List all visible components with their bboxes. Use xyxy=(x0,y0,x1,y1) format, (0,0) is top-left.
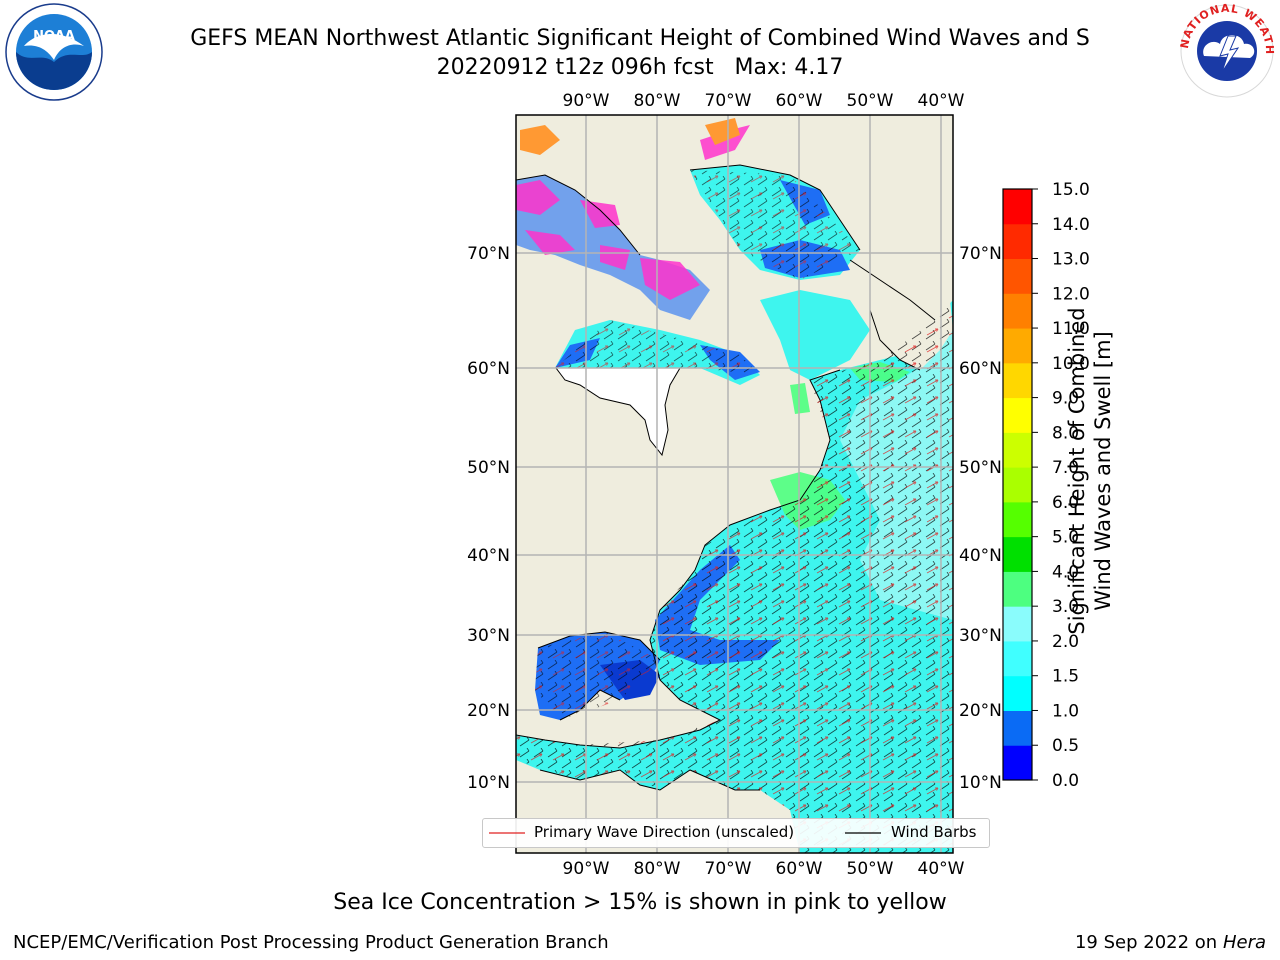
colorbar-tick-label: 13.0 xyxy=(1052,250,1090,270)
colorbar-tick-label: 10.0 xyxy=(1052,354,1090,374)
map-frame xyxy=(515,114,954,854)
lat-labels-left: 70°N 60°N 50°N 40°N 30°N 20°N 10°N xyxy=(467,244,510,793)
lon-label: 40°W xyxy=(918,859,965,879)
wave-legend-swatch xyxy=(489,832,525,834)
colorbar-tick-label: 15.0 xyxy=(1052,180,1090,200)
colorbar-tick-label: 8.0 xyxy=(1052,423,1079,443)
lon-label: 40°W xyxy=(918,91,965,111)
colorbar-segment xyxy=(1003,501,1032,538)
nws-logo: NATIONAL WEATHER SERVICE xyxy=(1176,2,1275,98)
lat-label: 60°N xyxy=(467,359,510,379)
colorbar-tick-label: 0.5 xyxy=(1052,736,1079,756)
credit-branch: NCEP/EMC/Verification Post Processing Pr… xyxy=(13,932,609,953)
lon-label: 90°W xyxy=(563,859,610,879)
lat-label: 20°N xyxy=(467,701,510,721)
wave-legend-label: Primary Wave Direction (unscaled) xyxy=(534,823,795,841)
colorbar-tick-label: 1.0 xyxy=(1052,701,1079,721)
lat-label: 50°N xyxy=(959,458,1002,478)
colorbar-segment xyxy=(1003,745,1032,781)
chart-title: GEFS MEAN Northwest Atlantic Significant… xyxy=(190,26,1090,51)
colorbar-segment xyxy=(1003,536,1032,572)
lat-label: 70°N xyxy=(959,244,1002,264)
legend: Primary Wave Direction (unscaled) Wind B… xyxy=(482,818,990,848)
wave-arrows-basins xyxy=(535,170,860,720)
sea-ice-note: Sea Ice Concentration > 15% is shown in … xyxy=(333,890,947,915)
lon-labels-bottom: 90°W 80°W 70°W 60°W 50°W 40°W xyxy=(563,859,965,879)
lon-label: 80°W xyxy=(634,91,681,111)
noaa-logo-text: NOAA xyxy=(33,29,75,44)
high-waves-labrador xyxy=(790,383,810,414)
colorbar-segment xyxy=(1003,189,1032,225)
colorbar-segment xyxy=(1003,571,1032,607)
labrador-sea xyxy=(760,290,870,380)
map-area xyxy=(516,115,953,853)
colorbar-tick-label: 9.0 xyxy=(1052,389,1079,409)
colorbar-segment xyxy=(1003,397,1032,433)
colorbar-segment xyxy=(1003,640,1032,677)
colorbar: 0.0 0.5 1.0 1.5 2.0 3.0 4.0 5.0 6.0 7.0 8.0 9.0 10.0… xyxy=(1002,180,1090,791)
colorbar-tick-label: 0.0 xyxy=(1052,771,1079,791)
colorbar-tick-label: 3.0 xyxy=(1052,597,1079,617)
colorbar-segment xyxy=(1003,258,1032,294)
lon-label: 50°W xyxy=(847,859,894,879)
colorbar-segment xyxy=(1003,467,1032,503)
lon-label: 90°W xyxy=(563,91,610,111)
colorbar-segment xyxy=(1003,606,1032,642)
lon-label: 60°W xyxy=(776,91,823,111)
lat-label: 10°N xyxy=(959,773,1002,793)
chart-subtitle: 20220912 t12z 096h fcst Max: 4.17 xyxy=(436,55,844,80)
graticule xyxy=(516,115,953,853)
lat-label: 70°N xyxy=(467,244,510,264)
colorbar-segment xyxy=(1003,675,1032,711)
colorbar-tick-label: 2.0 xyxy=(1052,632,1079,652)
colorbar-tick-label: 12.0 xyxy=(1052,284,1090,304)
lat-label: 40°N xyxy=(959,546,1002,566)
ice-high-concentration xyxy=(520,118,740,155)
colorbar-segment xyxy=(1003,293,1032,329)
colorbar-tick-label: 5.0 xyxy=(1052,528,1079,548)
lat-label: 10°N xyxy=(467,773,510,793)
noaa-logo: NOAA xyxy=(5,3,103,101)
colorbar-segment xyxy=(1003,432,1032,468)
colorbar-tick-label: 11.0 xyxy=(1052,319,1090,339)
wave-direction-arrows xyxy=(516,300,953,853)
lat-labels-right: 70°N 60°N 50°N 40°N 30°N 20°N 10°N xyxy=(959,244,1002,793)
credit-machine: Hera xyxy=(1222,932,1266,953)
lat-label: 30°N xyxy=(467,626,510,646)
colorbar-frame xyxy=(1002,188,1033,781)
colorbar-segment xyxy=(1003,328,1032,364)
wind-legend-swatch xyxy=(845,832,881,834)
masked-region xyxy=(555,367,681,457)
lon-label: 60°W xyxy=(776,859,823,879)
lon-label: 70°W xyxy=(705,859,752,879)
colorbar-segment xyxy=(1003,223,1032,260)
credit-date: 19 Sep 2022 on Hera xyxy=(1075,932,1266,953)
colorbar-tick-label: 4.0 xyxy=(1052,562,1079,582)
lat-label: 50°N xyxy=(467,458,510,478)
lat-label: 20°N xyxy=(959,701,1002,721)
lon-label: 80°W xyxy=(634,859,681,879)
colorbar-tick-label: 14.0 xyxy=(1052,215,1090,235)
colorbar-tick-label: 7.0 xyxy=(1052,458,1079,478)
colorbar-segment xyxy=(1003,710,1032,746)
wind-legend-label: Wind Barbs xyxy=(891,823,977,841)
lat-label: 40°N xyxy=(467,546,510,566)
lat-label: 30°N xyxy=(959,626,1002,646)
colorbar-tick-label: 6.0 xyxy=(1052,493,1079,513)
lon-label: 70°W xyxy=(705,91,752,111)
colorbar-segment xyxy=(1003,362,1032,399)
lat-label: 60°N xyxy=(959,359,1002,379)
colorbar-tick-label: 1.5 xyxy=(1052,667,1079,687)
credit-date-text: 19 Sep 2022 on xyxy=(1074,932,1218,953)
lon-labels-top: 90°W 80°W 70°W 60°W 50°W 40°W xyxy=(563,91,965,111)
colorbar-label: Significant Height of Combined Wind Wave… xyxy=(1065,307,1115,635)
lon-label: 50°W xyxy=(847,91,894,111)
